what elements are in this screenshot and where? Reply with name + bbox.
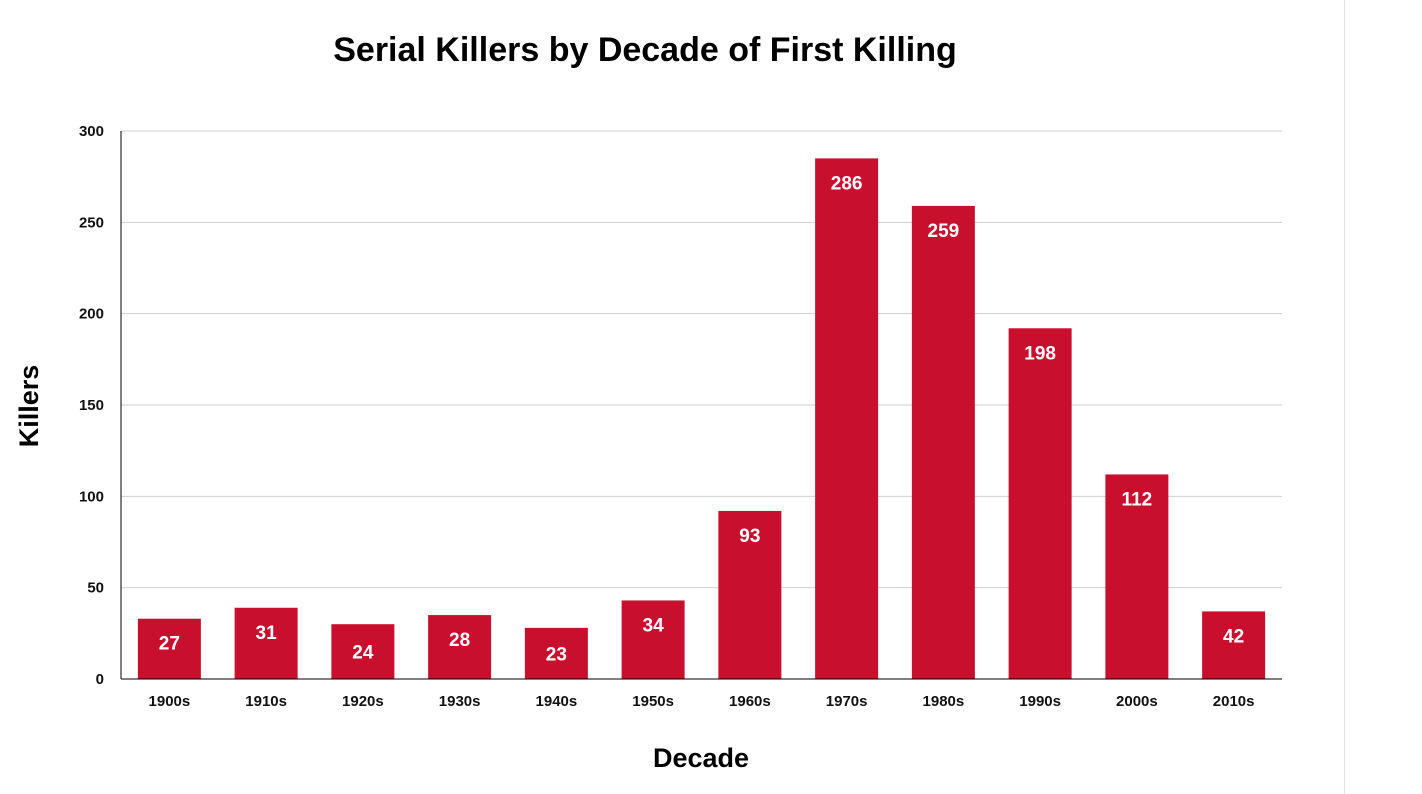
- x-tick-label-1910s: 1910s: [245, 693, 287, 710]
- bar-1950s: [621, 600, 685, 679]
- data-label-1940s: 23: [546, 644, 567, 665]
- bar-2000s: [1105, 474, 1169, 679]
- x-tick-label-1970s: 1970s: [826, 693, 868, 710]
- bar-1930s: [428, 615, 492, 679]
- bar-1900s: [137, 618, 201, 679]
- bar-1960s: [718, 510, 782, 679]
- x-axis-ticks: 1900s 1910s 1920s 1930s 1940s 1950s 1960s 1970s…: [149, 693, 1255, 710]
- data-label-2000s: 112: [1122, 489, 1153, 510]
- bar-2010s: [1202, 611, 1266, 679]
- data-label-1930s: 28: [449, 630, 470, 651]
- bars: 27 31 24 28 23 34 93 286 259 198 112 42: [137, 158, 1266, 680]
- data-label-1990s: 198: [1024, 343, 1056, 364]
- x-tick-label-1960s: 1960s: [729, 693, 771, 710]
- y-tick-label: 200: [79, 306, 104, 323]
- bar-1970s: [815, 158, 879, 679]
- x-tick-label-2000s: 2000s: [1116, 693, 1158, 710]
- y-tick-label: 100: [79, 488, 104, 505]
- y-axis-title: Killers: [14, 365, 44, 448]
- y-tick-label: 250: [79, 214, 104, 231]
- y-tick-label: 150: [79, 397, 104, 414]
- y-tick-label: 50: [87, 580, 104, 597]
- x-axis-title: Decade: [653, 743, 749, 773]
- x-tick-label-1920s: 1920s: [342, 693, 384, 710]
- data-label-1910s: 31: [256, 623, 278, 644]
- x-tick-label-1900s: 1900s: [149, 693, 191, 710]
- data-label-1900s: 27: [159, 634, 180, 655]
- bar-1990s: [1008, 328, 1072, 679]
- bar-1980s: [911, 205, 975, 680]
- bar-1910s: [234, 607, 298, 679]
- data-label-2010s: 42: [1223, 626, 1244, 647]
- y-axis-ticks: 0 50 100 150 200 250 300: [79, 123, 104, 688]
- x-tick-label-1930s: 1930s: [439, 693, 481, 710]
- data-label-1970s: 286: [831, 173, 863, 194]
- x-tick-label-1990s: 1990s: [1019, 693, 1061, 710]
- data-label-1950s: 34: [643, 615, 665, 636]
- y-tick-label: 300: [79, 123, 104, 140]
- gridlines: [121, 130, 1282, 589]
- x-tick-label-1980s: 1980s: [923, 693, 965, 710]
- data-label-1980s: 259: [928, 221, 960, 242]
- x-tick-label-1940s: 1940s: [536, 693, 578, 710]
- data-label-1920s: 24: [352, 643, 374, 664]
- x-tick-label-1950s: 1950s: [632, 693, 674, 710]
- chart-title: Serial Killers by Decade of First Killin…: [333, 31, 957, 69]
- x-tick-label-2010s: 2010s: [1213, 693, 1255, 710]
- data-label-1960s: 93: [739, 526, 760, 547]
- bar-1940s: [524, 627, 588, 679]
- y-tick-label: 0: [96, 671, 104, 688]
- panel-divider: [1344, 0, 1345, 794]
- bar-1920s: [331, 624, 395, 679]
